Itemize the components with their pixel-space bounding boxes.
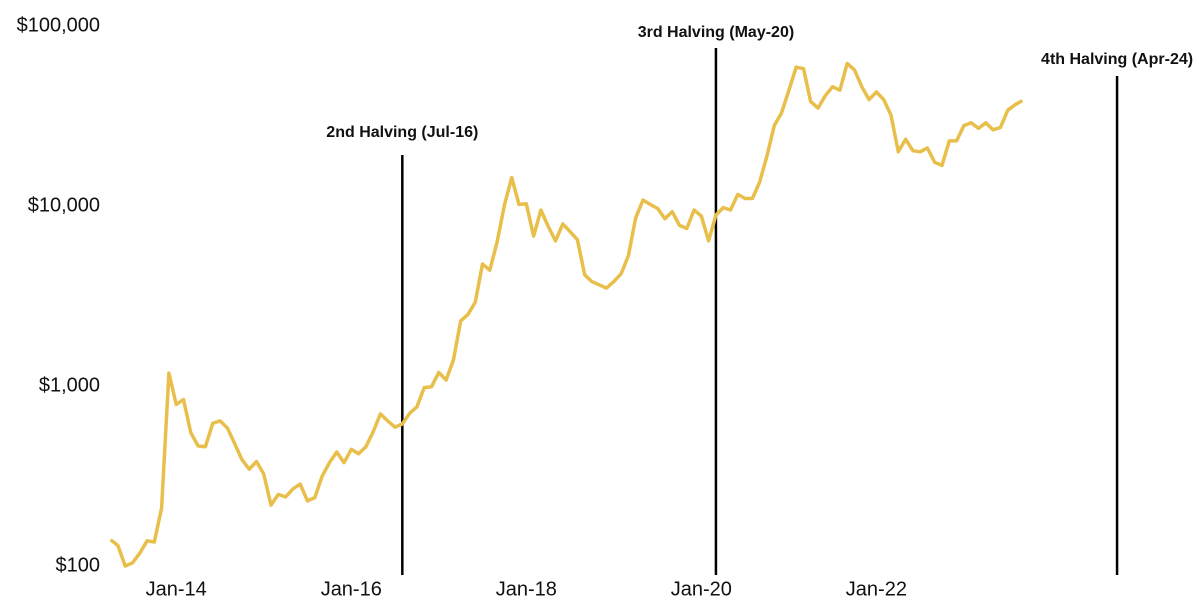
halving-label: 2nd Halving (Jul-16) [326,124,478,141]
x-tick-label: Jan-16 [321,578,382,599]
x-tick-label: Jan-14 [146,578,207,599]
y-tick-label: $100 [56,554,101,576]
halving-label: 4th Halving (Apr-24) [1041,51,1193,68]
y-tick-label: $100,000 [17,14,100,36]
x-tick-label: Jan-18 [496,578,557,599]
x-tick-label: Jan-20 [671,578,732,599]
y-tick-label: $1,000 [39,374,100,396]
price-line [109,61,1024,568]
x-tick-label: Jan-22 [846,578,907,599]
halving-label: 3rd Halving (May-20) [638,24,794,41]
y-tick-label: $10,000 [28,194,100,216]
